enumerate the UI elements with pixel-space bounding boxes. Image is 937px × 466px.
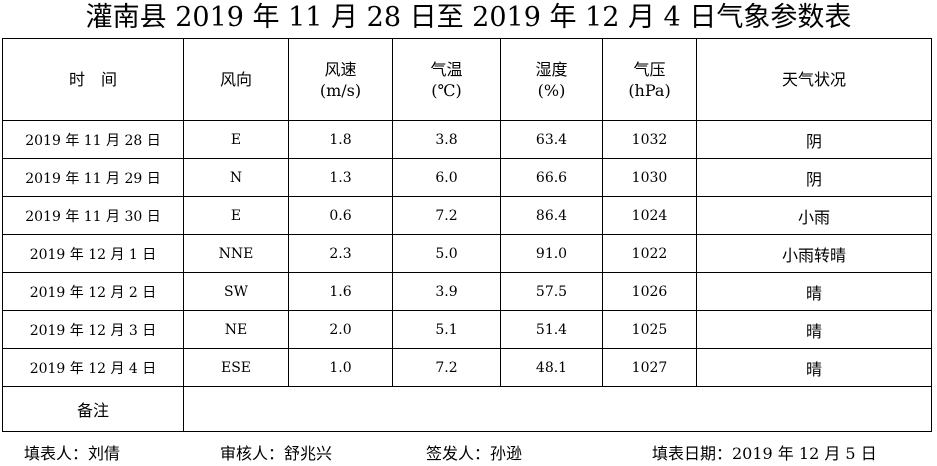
cell-date: 2019 年 11 月 30 日 (2, 196, 184, 235)
cell-weather-condition: 阴 (696, 120, 932, 159)
header-pressure: 气压 (hPa) (602, 38, 697, 121)
cell-temperature: 7.2 (392, 348, 501, 387)
header-humidity-label: 湿度 (535, 59, 568, 79)
page-title: 灌南县 2019 年 11 月 28 日至 2019 年 12 月 4 日气象参… (85, 2, 852, 33)
cell-wind-speed: 2.0 (288, 310, 393, 349)
table-row: 2019 年 12 月 3 日 NE 2.0 5.1 51.4 1025 晴 (2, 310, 932, 349)
cell-wind-speed: 1.0 (288, 348, 393, 387)
cell-humidity: 91.0 (500, 234, 603, 273)
header-pressure-label: 气压 (633, 59, 666, 79)
signature-footer: 填表人：刘倩 审核人：舒兆兴 签发人：孙逊 填表日期：2019 年 12 月 5… (0, 441, 937, 466)
cell-date: 2019 年 12 月 4 日 (2, 348, 184, 387)
table-row: 2019 年 11 月 30 日 E 0.6 7.2 86.4 1024 小雨 (2, 196, 932, 235)
header-wind-speed: 风速 (m/s) (288, 38, 393, 121)
cell-pressure: 1027 (602, 348, 697, 387)
issuer-label: 签发人：孙逊 (426, 444, 523, 463)
cell-wind-speed: 1.8 (288, 120, 393, 159)
cell-humidity: 51.4 (500, 310, 603, 349)
table-row: 2019 年 11 月 28 日 E 1.8 3.8 63.4 1032 阴 (2, 120, 932, 159)
cell-date: 2019 年 11 月 28 日 (2, 120, 184, 159)
cell-wind-speed: 1.3 (288, 158, 393, 197)
notes-value (183, 386, 932, 432)
cell-temperature: 5.0 (392, 234, 501, 273)
cell-wind-speed: 0.6 (288, 196, 393, 235)
cell-weather-condition: 晴 (696, 348, 932, 387)
cell-weather-condition: 晴 (696, 272, 932, 311)
cell-humidity: 66.6 (500, 158, 603, 197)
header-pressure-unit: (hPa) (628, 80, 671, 100)
cell-date: 2019 年 12 月 2 日 (2, 272, 184, 311)
cell-temperature: 5.1 (392, 310, 501, 349)
table-header-row: 时 间 风向 风速 (m/s) 气温 (℃) 湿度 (%) 气压 (hPa) 天… (2, 38, 932, 121)
cell-pressure: 1032 (602, 120, 697, 159)
cell-date: 2019 年 12 月 3 日 (2, 310, 184, 349)
cell-wind-direction: SW (183, 272, 289, 311)
header-time: 时 间 (2, 38, 184, 121)
header-wind-direction: 风向 (183, 38, 289, 121)
cell-temperature: 6.0 (392, 158, 501, 197)
table-row: 2019 年 11 月 29 日 N 1.3 6.0 66.6 1030 阴 (2, 158, 932, 197)
header-wind-speed-unit: (m/s) (319, 80, 362, 100)
cell-weather-condition: 小雨转晴 (696, 234, 932, 273)
table-row: 2019 年 12 月 1 日 NNE 2.3 5.0 91.0 1022 小雨… (2, 234, 932, 273)
fill-date-label: 填表日期：2019 年 12 月 5 日 (652, 444, 877, 463)
cell-pressure: 1025 (602, 310, 697, 349)
table-row: 2019 年 12 月 4 日 ESE 1.0 7.2 48.1 1027 晴 (2, 348, 932, 387)
cell-wind-direction: E (183, 120, 289, 159)
header-temperature-unit: (℃) (431, 80, 462, 100)
cell-temperature: 3.8 (392, 120, 501, 159)
reviewer-label: 审核人：舒兆兴 (220, 444, 333, 463)
notes-row: 备注 (2, 386, 932, 432)
header-weather-condition: 天气状况 (696, 38, 932, 121)
cell-weather-condition: 阴 (696, 158, 932, 197)
notes-label: 备注 (2, 386, 184, 432)
header-humidity-unit: (%) (537, 80, 566, 100)
cell-date: 2019 年 12 月 1 日 (2, 234, 184, 273)
cell-humidity: 57.5 (500, 272, 603, 311)
cell-humidity: 86.4 (500, 196, 603, 235)
cell-wind-speed: 1.6 (288, 272, 393, 311)
cell-temperature: 7.2 (392, 196, 501, 235)
cell-wind-direction: E (183, 196, 289, 235)
cell-humidity: 63.4 (500, 120, 603, 159)
cell-pressure: 1022 (602, 234, 697, 273)
header-temperature: 气温 (℃) (392, 38, 501, 121)
header-humidity: 湿度 (%) (500, 38, 603, 121)
cell-humidity: 48.1 (500, 348, 603, 387)
cell-pressure: 1026 (602, 272, 697, 311)
cell-temperature: 3.9 (392, 272, 501, 311)
header-wind-speed-label: 风速 (324, 59, 357, 79)
cell-weather-condition: 晴 (696, 310, 932, 349)
cell-wind-direction: NE (183, 310, 289, 349)
table-row: 2019 年 12 月 2 日 SW 1.6 3.9 57.5 1026 晴 (2, 272, 932, 311)
cell-wind-direction: ESE (183, 348, 289, 387)
cell-wind-direction: NNE (183, 234, 289, 273)
cell-weather-condition: 小雨 (696, 196, 932, 235)
header-temperature-label: 气温 (430, 59, 463, 79)
cell-wind-speed: 2.3 (288, 234, 393, 273)
cell-wind-direction: N (183, 158, 289, 197)
weather-parameter-table: 时 间 风向 风速 (m/s) 气温 (℃) 湿度 (%) 气压 (hPa) 天… (2, 38, 932, 432)
cell-pressure: 1030 (602, 158, 697, 197)
cell-date: 2019 年 11 月 29 日 (2, 158, 184, 197)
filler-label: 填表人：刘倩 (24, 444, 121, 463)
cell-pressure: 1024 (602, 196, 697, 235)
